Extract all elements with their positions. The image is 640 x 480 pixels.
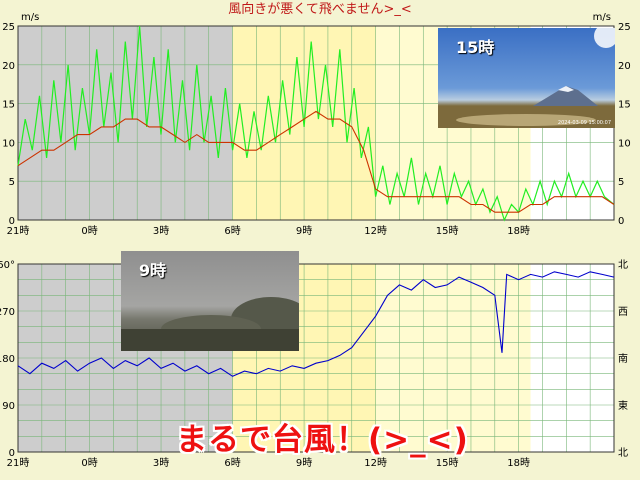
y-tick-label-right: 5 [618,177,624,188]
mountain-scene-icon [438,28,615,128]
series-gust [17,25,615,222]
y-tick-label: 0 [9,216,15,227]
x-tick-label: 18時 [507,225,530,237]
webcam-photo-9: 9時 [121,251,299,351]
night-band [18,26,233,220]
y-tick-label: 25 [2,22,15,33]
x-tick-label: 9時 [296,457,312,469]
plot-frame [17,263,615,453]
series-direction [17,271,615,377]
y-tick-label-right: 15 [618,100,631,111]
series-mean [17,110,615,213]
y-tick-label-right: 25 [618,22,631,33]
y-unit-label-right: m/s [593,12,611,23]
y-tick-label: 10 [2,138,15,149]
typhoon-caption: まるで台風！(>_<) [176,422,469,458]
x-tick-label: 21時 [7,225,30,237]
y-tick-label: 20 [2,61,15,72]
y-tick-label-right: 北 [618,259,628,271]
photo-time-label: 9時 [139,261,167,280]
x-tick-label: 9時 [296,225,312,237]
y-tick-label: 0 [9,448,15,459]
x-tick-label: 21時 [7,457,30,469]
y-tick-label-right: 西 [618,307,628,318]
y-tick-label: 360° [0,260,15,271]
x-tick-label: 3時 [153,457,169,469]
x-tick-label: 0時 [81,225,97,237]
y-tick-label: 15 [2,100,15,111]
y-tick-label: 270 [0,307,15,318]
y-tick-label: 180 [0,354,15,365]
x-tick-label: 6時 [224,225,240,237]
x-tick-label: 12時 [364,457,387,469]
x-tick-label: 6時 [224,457,240,469]
x-tick-label: 18時 [507,457,530,469]
x-tick-label: 12時 [364,225,387,237]
x-tick-label: 15時 [436,225,459,237]
x-tick-label: 15時 [436,457,459,469]
photo-time-label: 15時 [456,38,495,57]
page-title: 風向きが悪くて飛べません>_< [228,2,412,17]
x-tick-label: 0時 [81,457,97,469]
webcam-photo-15: 15時 2024-03-09 15:00:07 [438,28,615,128]
photo-timestamp: 2024-03-09 15:00:07 [557,120,611,126]
y-tick-label-right: 10 [618,138,631,149]
y-unit-label: m/s [21,12,39,23]
y-tick-label-right: 東 [618,399,628,412]
misty-hills-icon [121,297,299,351]
y-tick-label: 5 [9,177,15,188]
x-tick-label: 3時 [153,225,169,237]
y-tick-label-right: 20 [618,61,631,72]
y-tick-label-right: 0 [618,216,624,227]
y-tick-label-right: 北 [618,447,628,459]
y-tick-label-right: 南 [618,352,628,365]
y-tick-label: 90 [2,401,15,412]
